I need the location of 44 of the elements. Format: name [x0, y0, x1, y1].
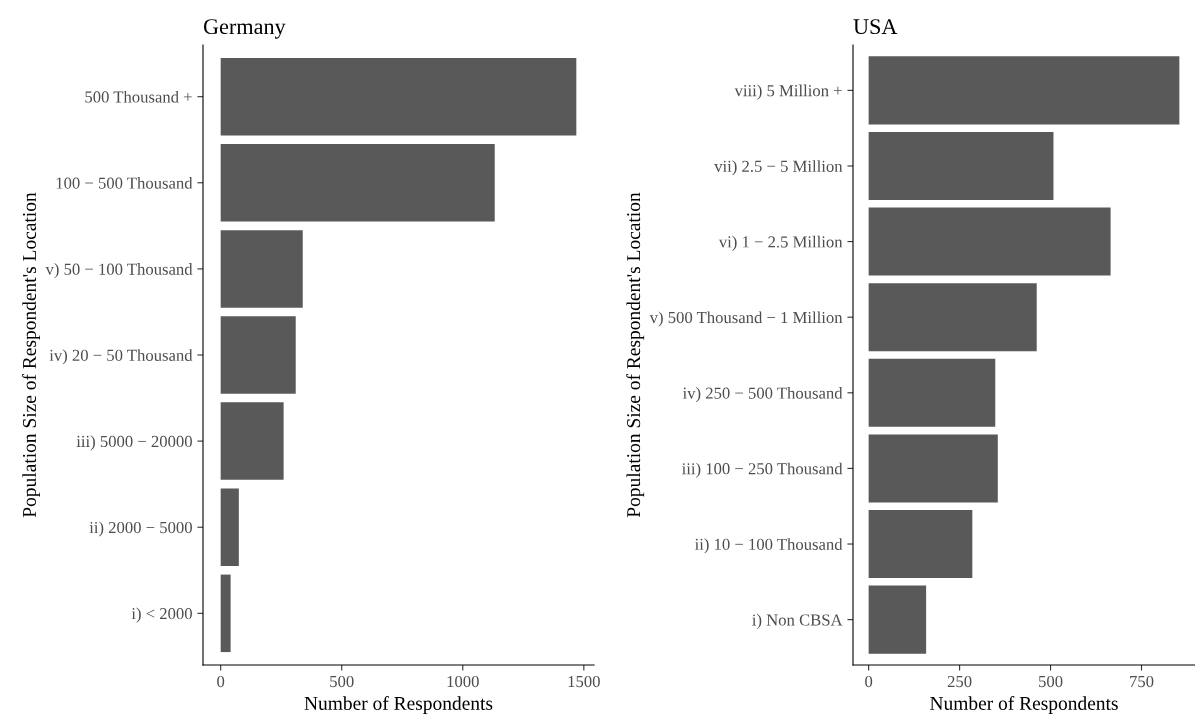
y-tick-label: 500 Thousand +: [85, 90, 192, 103]
x-tick-label: 500: [1039, 675, 1063, 688]
bar: [868, 434, 998, 503]
x-tick-label: 0: [865, 675, 873, 688]
bar: [220, 316, 296, 394]
bar: [868, 56, 1180, 125]
bar: [220, 144, 495, 222]
bar: [868, 131, 1054, 200]
y-tick-label: viii) 5 Million +: [734, 84, 842, 100]
bar: [220, 57, 577, 136]
bar: [868, 207, 1111, 276]
bar: [868, 358, 996, 427]
y-tick-label: i) < 2000: [131, 607, 192, 623]
y-tick-label: vi) 1 − 2.5 Million: [718, 235, 843, 251]
chart-title: Germany: [203, 19, 286, 39]
y-tick-label: v) 50 − 100 Thousand: [45, 263, 193, 279]
chart-title: USA: [853, 19, 898, 35]
bar: [868, 585, 927, 654]
x-tick-label: 750: [1130, 675, 1154, 688]
bar: [868, 510, 973, 579]
y-tick-label: ii) 10 − 100 Thousand: [694, 538, 843, 554]
bar: [220, 574, 231, 653]
x-tick-label: 1000: [447, 675, 479, 688]
y-tick-label: vii) 2.5 − 5 Million: [714, 160, 843, 176]
y-tick-label: iii) 100 − 250 Thousand: [681, 462, 843, 478]
y-axis-title: Population Size of Respondent's Location: [626, 192, 645, 518]
bar: [220, 230, 303, 308]
bar: [220, 402, 284, 480]
y-tick-label: iv) 20 − 50 Thousand: [49, 349, 193, 365]
x-tick-label: 500: [330, 675, 354, 688]
x-tick-label: 250: [947, 675, 972, 688]
x-tick-label: 1500: [568, 675, 600, 688]
bar: [220, 488, 239, 566]
x-axis-title: Number of Respondents: [304, 696, 493, 714]
x-axis-title: Number of Respondents: [930, 696, 1118, 714]
y-tick-label: ii) 2000 − 5000: [89, 521, 192, 537]
y-tick-label: i) Non CBSA: [752, 613, 843, 629]
y-axis-title: Population Size of Respondent's Location: [22, 192, 40, 518]
x-tick-label: 0: [217, 675, 225, 688]
bar: [868, 283, 1037, 352]
y-tick-label: iv) 250 − 500 Thousand: [682, 387, 843, 403]
y-tick-label: v) 500 Thousand − 1 Million: [649, 311, 843, 327]
y-tick-label: 100 − 500 Thousand: [56, 177, 193, 189]
y-tick-label: iii) 5000 − 20000: [76, 435, 192, 451]
